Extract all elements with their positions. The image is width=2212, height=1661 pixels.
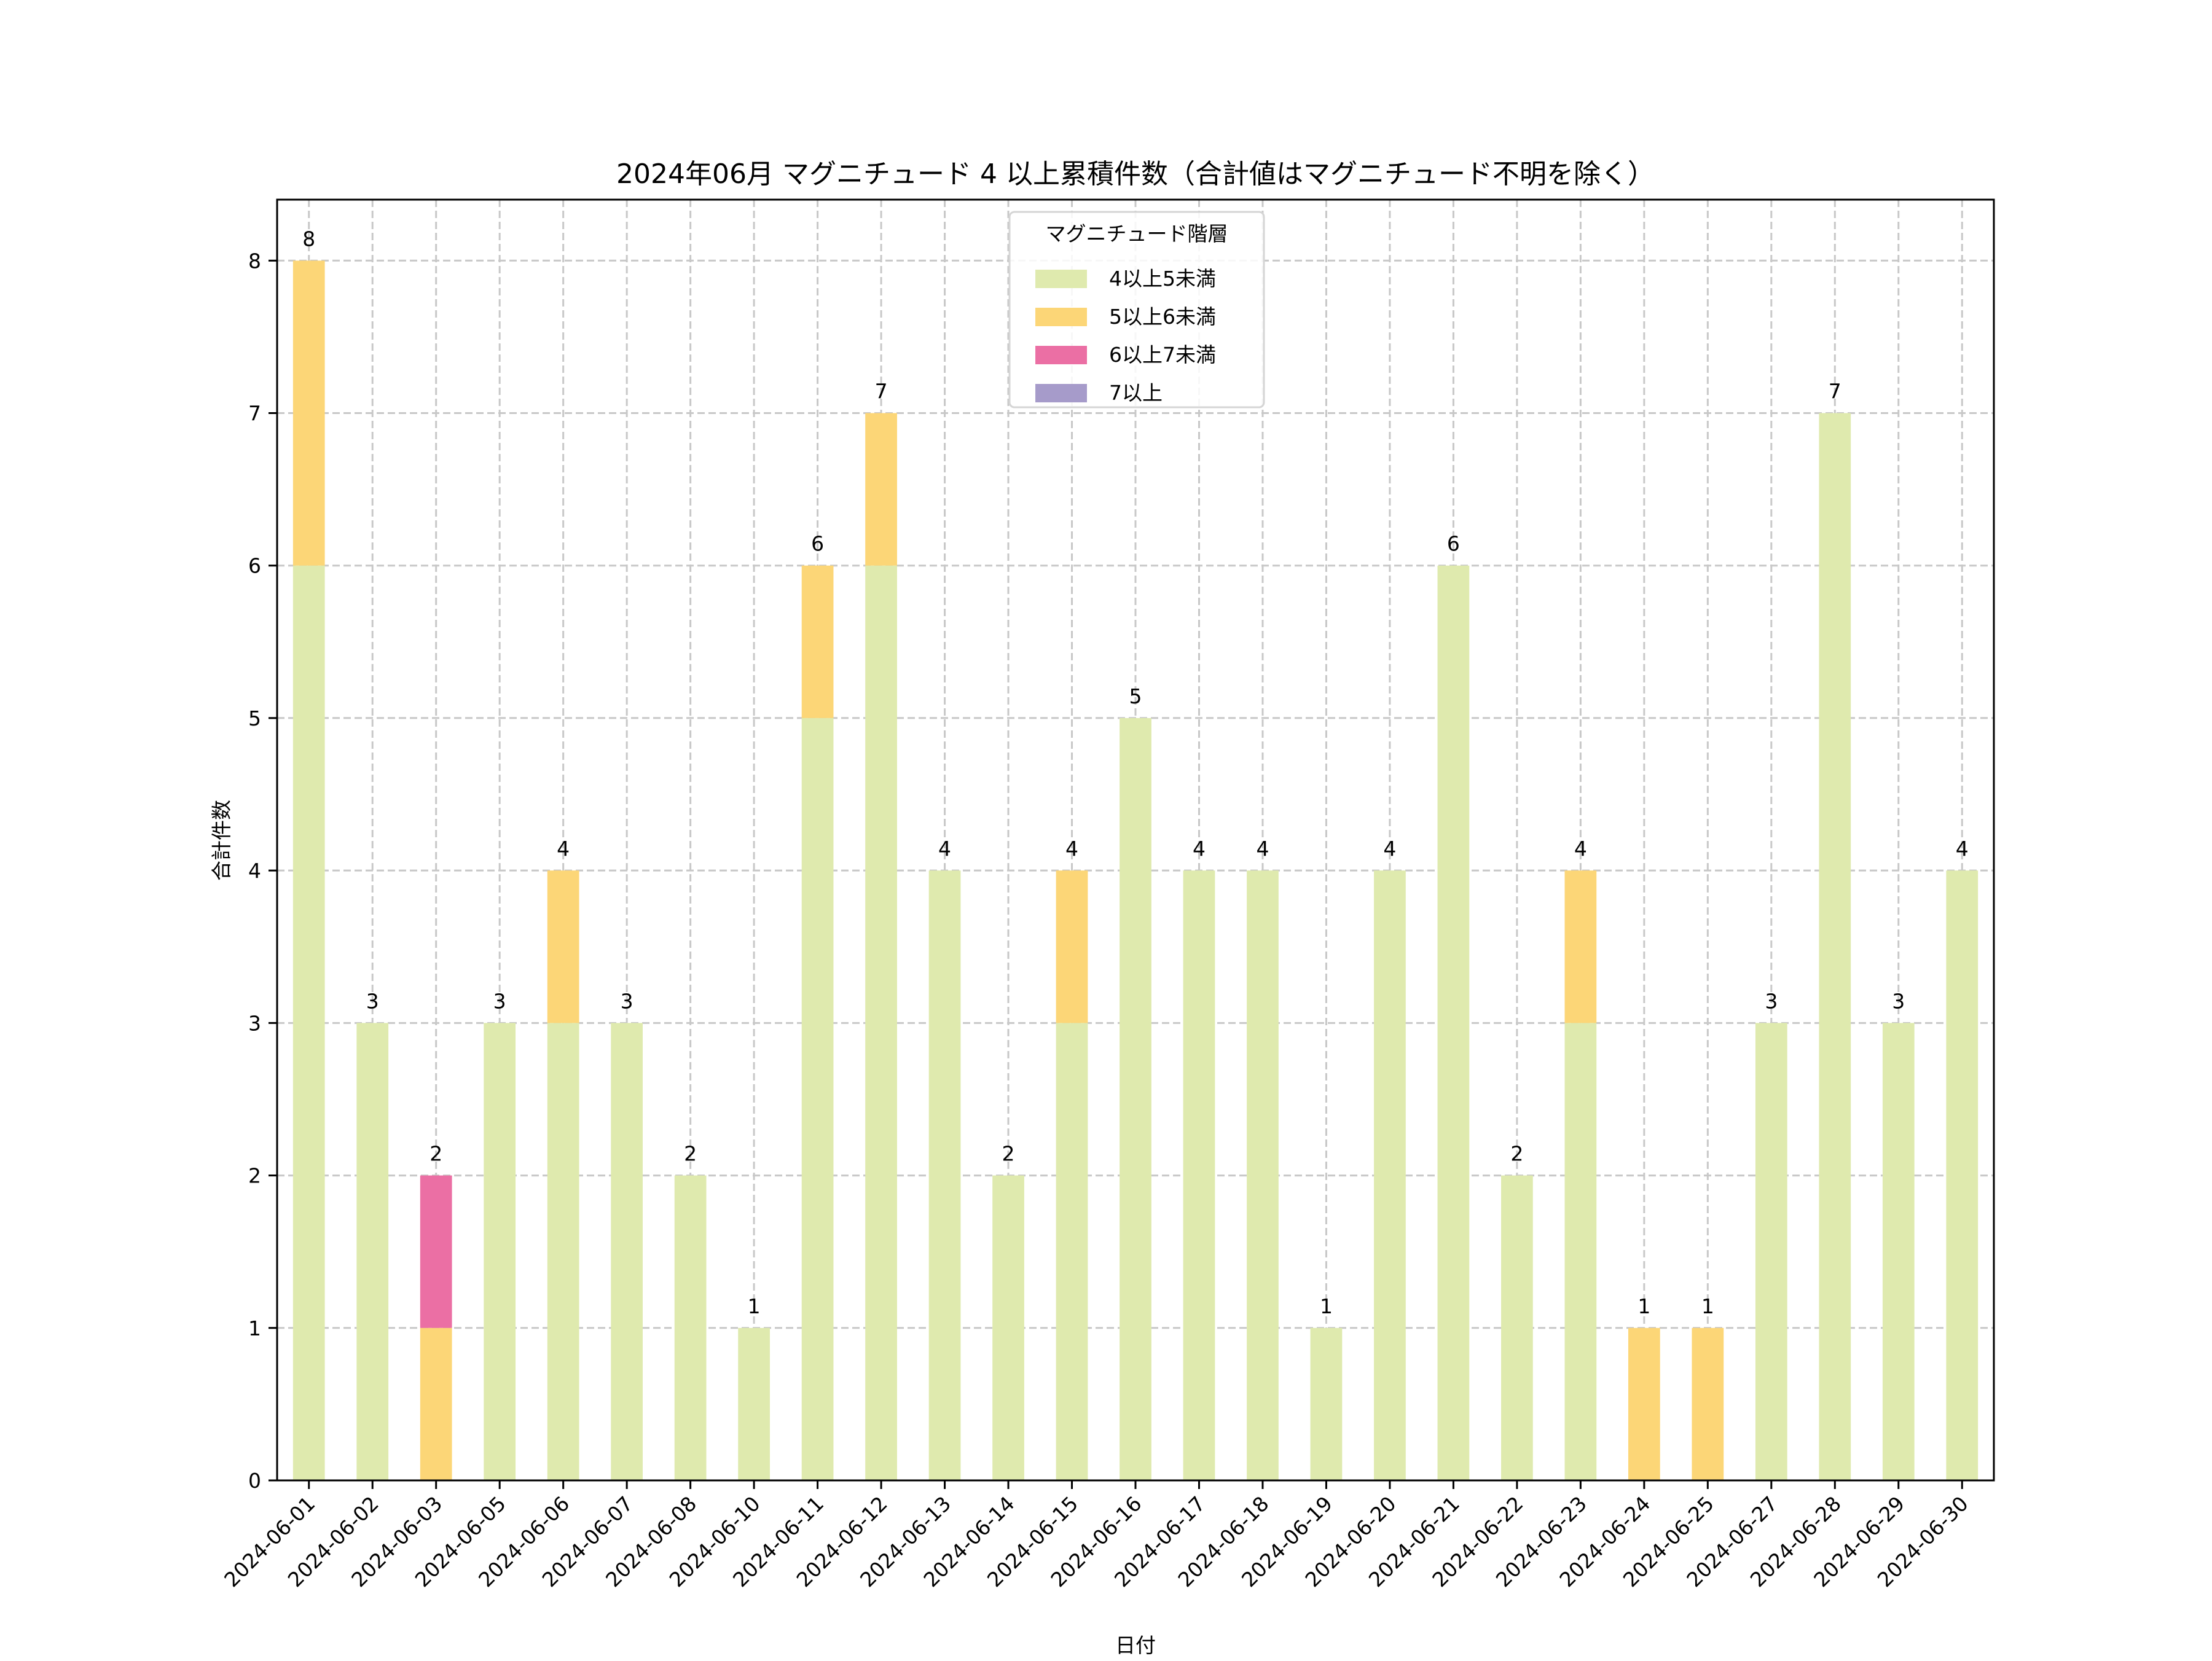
legend-label-0: 4以上5未満	[1109, 267, 1216, 291]
total-label: 4	[557, 837, 570, 861]
bar-segment-0	[1946, 870, 1979, 1480]
total-label: 3	[493, 989, 506, 1013]
legend-label-2: 6以上7未満	[1109, 343, 1216, 367]
total-label: 7	[1829, 380, 1841, 404]
total-label: 3	[621, 989, 633, 1013]
total-label: 6	[811, 532, 824, 556]
legend-label-1: 5以上6未満	[1109, 305, 1216, 329]
total-label: 4	[1065, 837, 1078, 861]
y-tick-label: 3	[248, 1011, 261, 1035]
total-label: 2	[1510, 1142, 1523, 1166]
bar-segment-0	[1120, 717, 1151, 1480]
bar-segment-0	[1882, 1023, 1915, 1480]
bar-segment-0	[928, 870, 961, 1480]
bar-segment-0	[1437, 565, 1470, 1480]
bar-segment-0	[1374, 870, 1406, 1480]
total-label: 4	[1256, 837, 1269, 861]
total-label: 6	[1447, 532, 1460, 556]
legend-title: マグニチュード階層	[1046, 222, 1228, 246]
bar-segment-1	[292, 260, 325, 566]
y-axis: 0 1 2 3 4 5 6 7 8	[248, 249, 277, 1493]
total-label: 7	[875, 380, 888, 404]
y-tick-label: 7	[248, 402, 261, 426]
total-label: 4	[1574, 837, 1587, 861]
bar-segment-0	[865, 565, 897, 1480]
total-label: 2	[429, 1142, 442, 1166]
bar-segment-0	[356, 1023, 389, 1480]
bar-segment-0	[1819, 413, 1851, 1480]
legend: マグニチュード階層 4以上5未満 5以上6未満 6以上7未満 7以上	[1008, 211, 1265, 408]
total-label: 3	[1765, 989, 1778, 1013]
total-label: 4	[1383, 837, 1396, 861]
bars	[292, 260, 1979, 1480]
y-tick-label: 2	[248, 1164, 261, 1188]
bar-segment-0	[801, 717, 834, 1480]
total-label: 3	[366, 989, 379, 1013]
legend-swatch-3	[1035, 384, 1087, 402]
bar-segment-1	[1628, 1327, 1660, 1480]
y-tick-label: 0	[248, 1469, 261, 1493]
total-label: 1	[1637, 1294, 1650, 1318]
y-tick-label: 6	[248, 554, 261, 578]
bar-segment-1	[1056, 870, 1088, 1023]
legend-label-3: 7以上	[1109, 381, 1163, 405]
total-label: 5	[1129, 684, 1142, 708]
bar-segment-0	[674, 1175, 707, 1480]
y-tick-label: 1	[248, 1316, 261, 1340]
bar-segment-1	[1692, 1327, 1724, 1480]
y-tick-label: 5	[248, 706, 261, 730]
bar-segment-0	[1247, 870, 1279, 1480]
bar-segment-2	[420, 1175, 452, 1328]
x-axis: 2024-06-012024-06-022024-06-032024-06-05…	[219, 1480, 1973, 1592]
bar-segment-0	[992, 1175, 1024, 1480]
chart-title: 2024年06月 マグニチュード 4 以上累積件数（合計値はマグニチュード不明を…	[616, 158, 1655, 190]
bar-segment-0	[484, 1023, 516, 1480]
total-label: 4	[938, 837, 951, 861]
bar-segment-1	[420, 1327, 452, 1480]
total-label: 1	[748, 1294, 761, 1318]
legend-swatch-2	[1035, 346, 1087, 364]
x-axis-label: 日付	[1115, 1633, 1156, 1657]
total-label: 8	[302, 227, 315, 251]
bar-segment-0	[611, 1023, 643, 1480]
bar-segment-1	[801, 565, 834, 718]
total-label: 1	[1701, 1294, 1714, 1318]
bar-segment-0	[1183, 870, 1215, 1480]
bar-segment-1	[1564, 870, 1597, 1023]
bar-segment-0	[1310, 1327, 1343, 1480]
total-label: 1	[1320, 1294, 1333, 1318]
y-tick-label: 4	[248, 859, 261, 883]
y-tick-label: 8	[248, 249, 261, 273]
total-label: 2	[684, 1142, 697, 1166]
bar-segment-0	[292, 565, 325, 1480]
bar-segment-1	[547, 870, 579, 1023]
total-label: 3	[1892, 989, 1905, 1013]
bar-segment-0	[1501, 1175, 1533, 1480]
bar-segment-1	[865, 413, 897, 566]
data-labels: 8 3 2 3 4 3 2 1 6 7 4 2 4 5 4 4 1 4 6 2 4 1 1 3 7 3 4	[302, 227, 1969, 1318]
bar-segment-0	[547, 1023, 579, 1480]
bar-segment-0	[1056, 1023, 1088, 1480]
bar-segment-0	[1564, 1023, 1597, 1480]
bar-segment-0	[738, 1327, 770, 1480]
legend-swatch-1	[1035, 308, 1087, 326]
bar-segment-0	[1755, 1023, 1787, 1480]
total-label: 4	[1193, 837, 1206, 861]
total-label: 4	[1956, 837, 1969, 861]
total-label: 2	[1002, 1142, 1015, 1166]
y-axis-label: 合計件数	[210, 800, 233, 881]
legend-swatch-0	[1035, 270, 1087, 288]
